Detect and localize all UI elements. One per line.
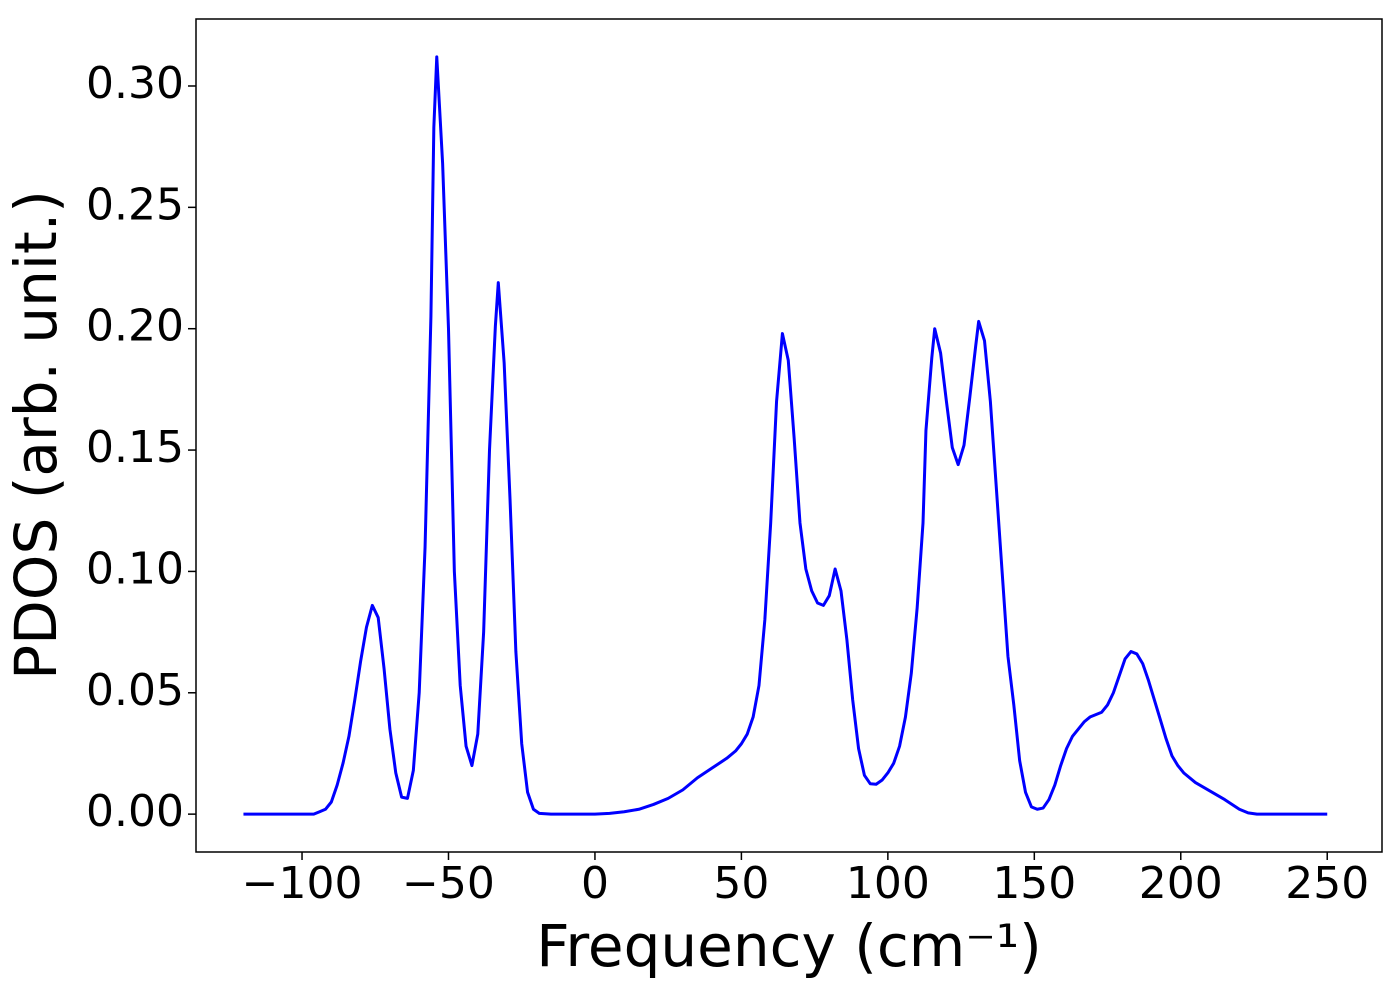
y-axis-label: PDOS (arb. unit.): [2, 190, 70, 680]
x-tick-label: 150: [992, 858, 1076, 909]
x-tick-label: 0: [581, 858, 609, 909]
y-tick-label: 0.30: [86, 58, 184, 109]
y-tick-label: 0.20: [86, 301, 184, 352]
x-tick-label: 200: [1139, 858, 1223, 909]
pdos-line: [243, 55, 1328, 816]
x-tick-label: −50: [402, 858, 495, 909]
y-tick-label: 0.15: [86, 422, 184, 473]
y-tick-label: 0.05: [86, 665, 184, 716]
y-tick-label: 0.25: [86, 179, 184, 230]
x-tick-label: 250: [1285, 858, 1369, 909]
x-tick-label: 50: [713, 858, 769, 909]
x-tick-label: 100: [846, 858, 930, 909]
x-tick-label: −100: [242, 858, 363, 909]
y-tick-label: 0.00: [86, 786, 184, 837]
x-axis-label: Frequency (cm⁻¹): [536, 912, 1042, 980]
plot-frame: [195, 18, 1383, 853]
y-tick-label: 0.10: [86, 543, 184, 594]
